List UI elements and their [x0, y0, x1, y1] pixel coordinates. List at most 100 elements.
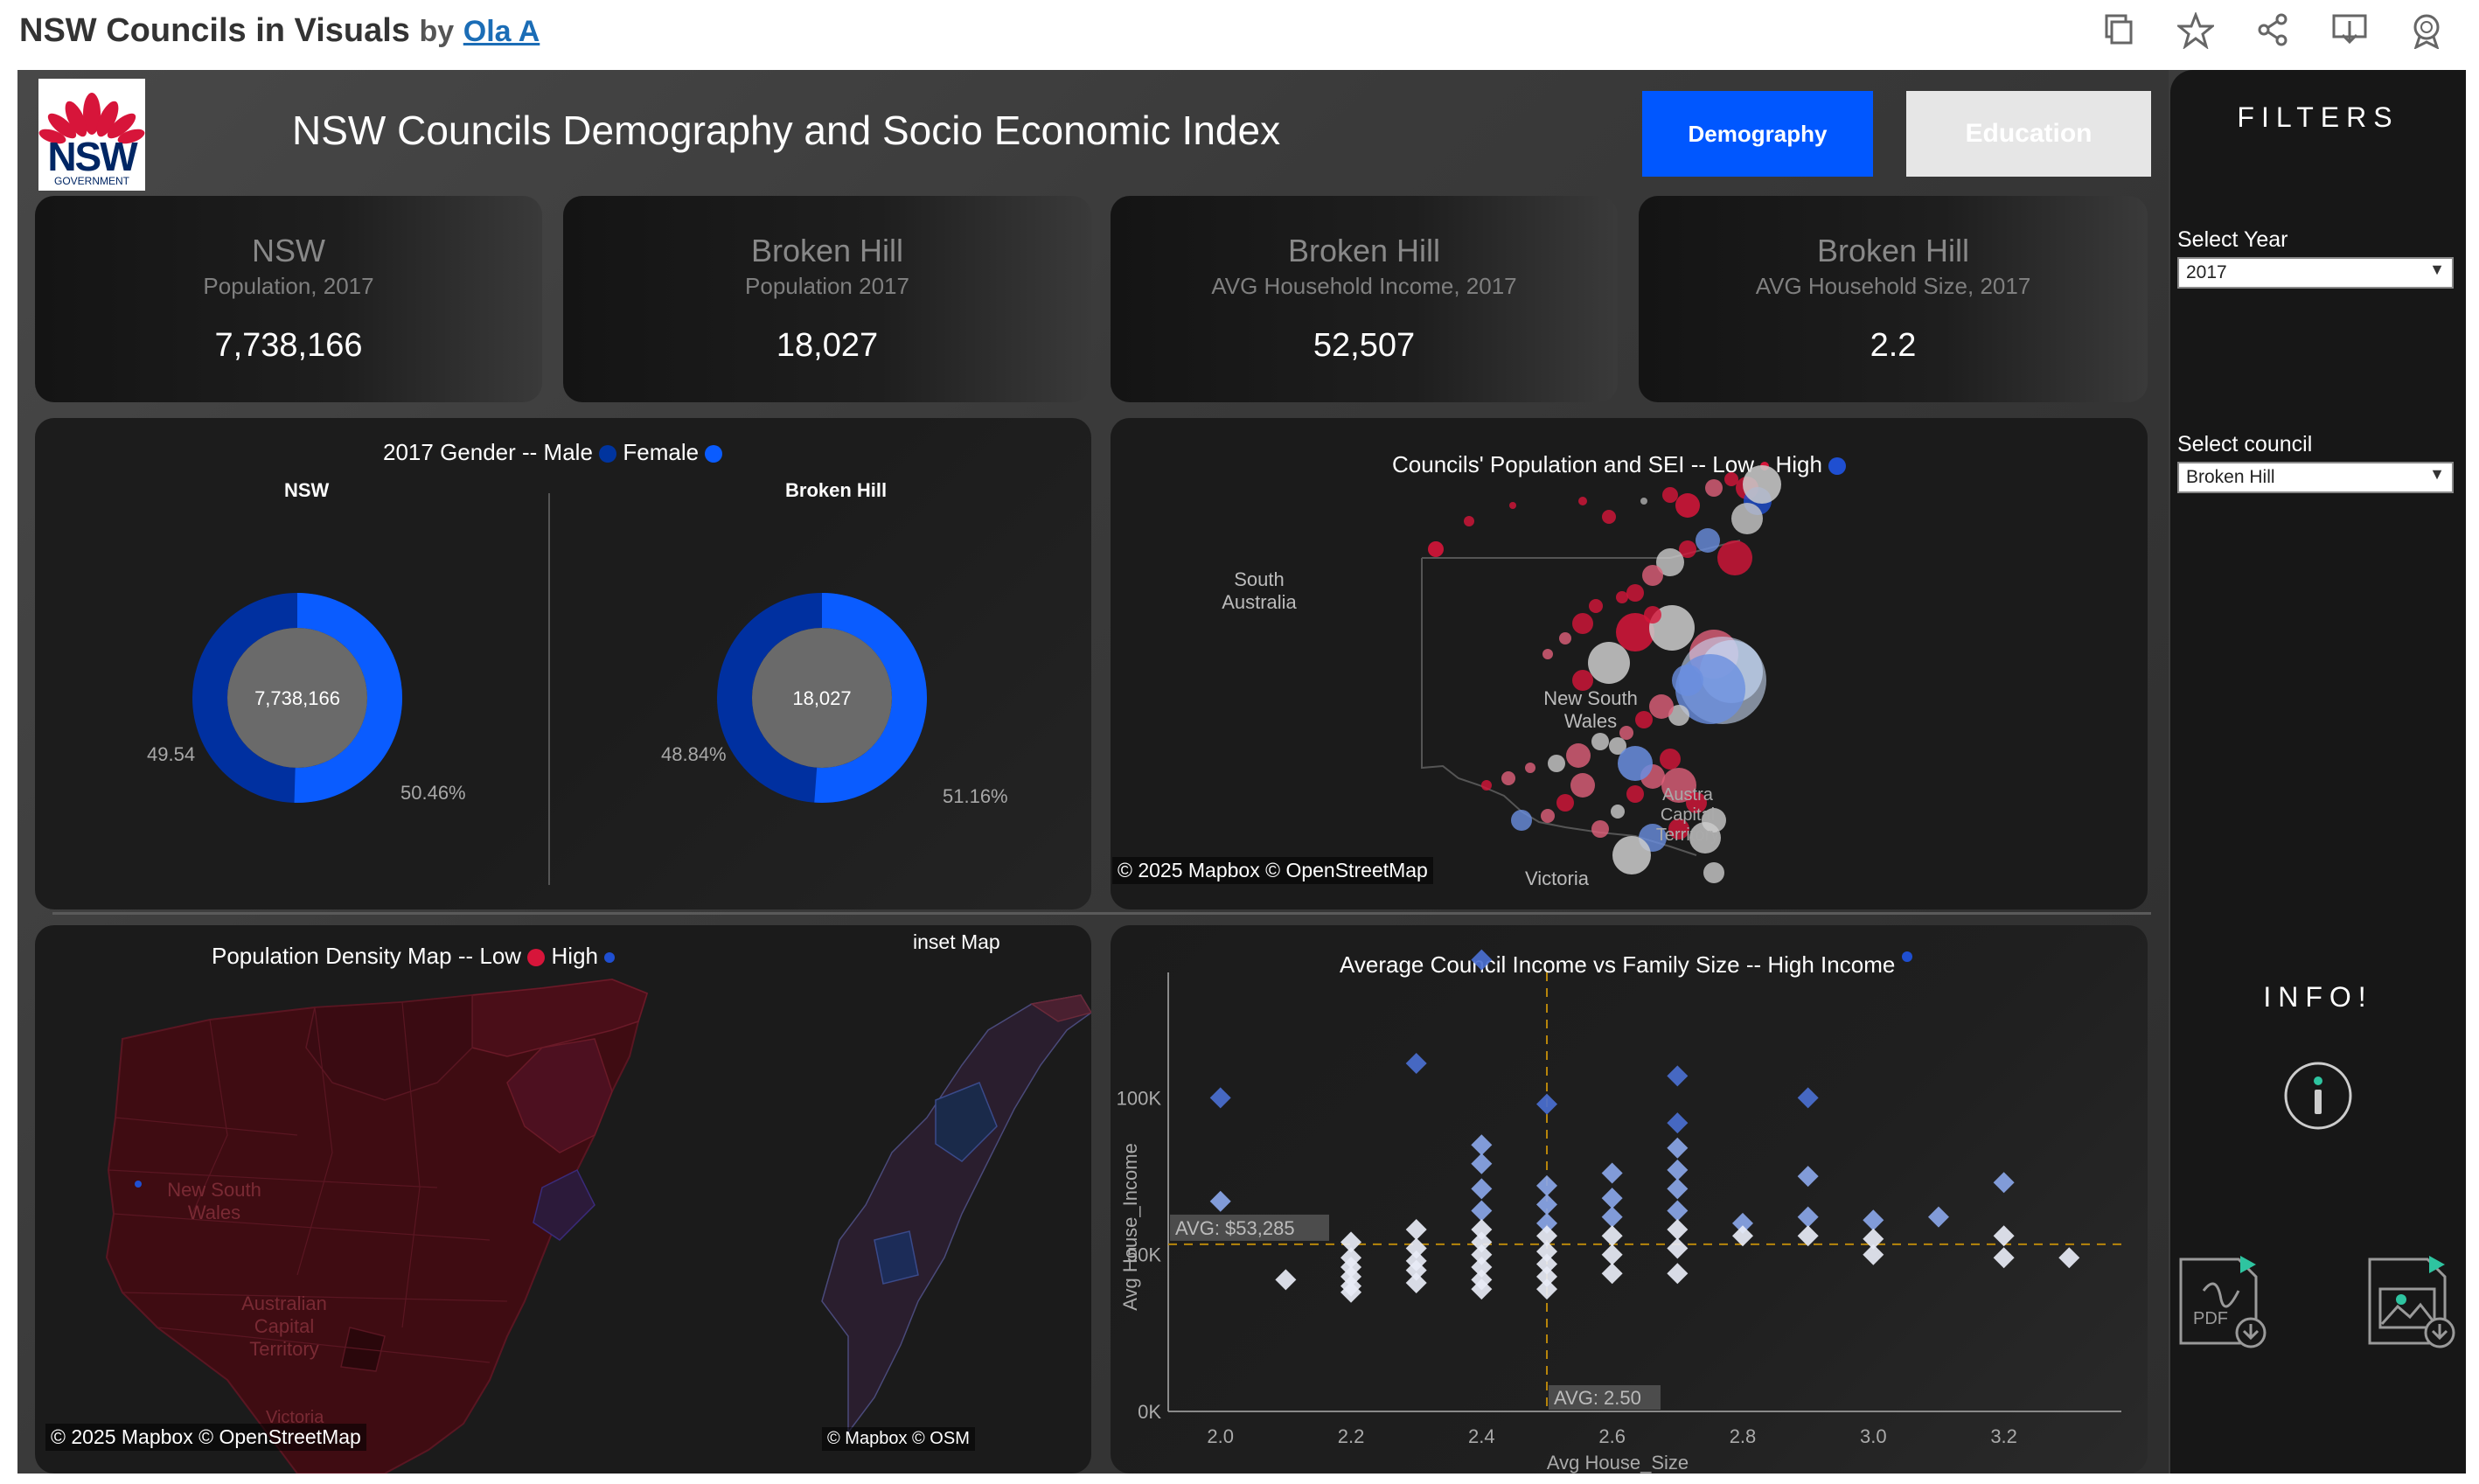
scatter-point[interactable] — [1471, 1153, 1493, 1174]
scatter-point[interactable] — [1797, 1206, 1819, 1228]
income-scatter-chart[interactable]: 0K 50K 100K 2.0 2.2 2.4 2.6 2.8 3.0 3.2 Avg House_… — [1111, 925, 2148, 1474]
scatter-point[interactable] — [1405, 1052, 1427, 1074]
scatter-point[interactable] — [1863, 1244, 1884, 1265]
scatter-point[interactable] — [1471, 1257, 1493, 1278]
select-council-dropdown[interactable]: Broken Hill ▼ — [2177, 462, 2454, 493]
badge-icon[interactable] — [2406, 12, 2447, 52]
download-icon[interactable] — [2329, 12, 2370, 52]
scatter-point[interactable] — [1471, 1134, 1493, 1156]
kpi-card-household-income: Broken Hill AVG Household Income, 2017 5… — [1111, 196, 1618, 402]
donut-center — [227, 628, 367, 768]
map-label-line: Austra — [1662, 785, 1713, 805]
scatter-point[interactable] — [1667, 1263, 1689, 1285]
scatter-point[interactable] — [1340, 1281, 1362, 1303]
map-label-line: New South — [1543, 687, 1638, 709]
scatter-point[interactable] — [1601, 1244, 1623, 1265]
kpi-subtitle: AVG Household Income, 2017 — [1211, 273, 1517, 299]
donut-chart-council: 18,027 — [717, 593, 927, 803]
avg-x-label: AVG: 2.50 — [1554, 1387, 1641, 1409]
scatter-point[interactable] — [1471, 1178, 1493, 1200]
scatter-point[interactable] — [1667, 1137, 1689, 1159]
scatter-point[interactable] — [1536, 1225, 1558, 1247]
scatter-point[interactable] — [1667, 1219, 1689, 1241]
scatter-point[interactable] — [1731, 1212, 1753, 1234]
scatter-point[interactable] — [1209, 1190, 1231, 1212]
scatter-point[interactable] — [1993, 1225, 2015, 1247]
sei-bubble — [1611, 805, 1625, 819]
pdf-download-icon[interactable]: PDF — [2177, 1256, 2274, 1352]
scatter-point[interactable] — [1797, 1166, 1819, 1188]
tab-demography[interactable]: Demography — [1642, 91, 1873, 177]
inset-map-credit[interactable]: © Mapbox © OSM — [822, 1427, 975, 1451]
share-icon[interactable] — [2253, 12, 2293, 52]
scatter-point[interactable] — [1536, 1253, 1558, 1275]
density-map-credit[interactable]: © 2025 Mapbox © OpenStreetMap — [45, 1424, 366, 1451]
scatter-point[interactable] — [1405, 1237, 1427, 1259]
density-label-nsw: New South Wales — [140, 1179, 289, 1224]
x-tick-label: 2.2 — [1338, 1425, 1365, 1447]
scatter-point[interactable] — [1536, 1241, 1558, 1263]
scatter-point[interactable] — [1863, 1228, 1884, 1250]
scatter-point[interactable] — [1601, 1162, 1623, 1184]
y-tick-label: 0K — [1138, 1401, 1161, 1423]
scatter-point[interactable] — [1667, 1237, 1689, 1259]
author-link[interactable]: Ola A — [463, 15, 540, 48]
scatter-point[interactable] — [1667, 1112, 1689, 1134]
scatter-point[interactable] — [1471, 1200, 1493, 1222]
scatter-point[interactable] — [1340, 1231, 1362, 1253]
scatter-point[interactable] — [1471, 949, 1493, 971]
sei-bubble-map[interactable] — [1111, 418, 2148, 909]
scatter-point[interactable] — [1667, 1065, 1689, 1087]
scatter-point[interactable] — [1275, 1269, 1297, 1291]
scatter-point[interactable] — [1405, 1272, 1427, 1293]
sei-bubble — [1640, 498, 1647, 505]
sei-bubble — [1668, 705, 1689, 726]
map-credit[interactable]: © 2025 Mapbox © OpenStreetMap — [1112, 857, 1433, 884]
filters-title: FILTERS — [2237, 101, 2399, 133]
info-icon[interactable] — [2282, 1060, 2354, 1132]
scatter-point[interactable] — [1993, 1247, 2015, 1269]
density-label-act: Australian Capital Territory — [201, 1292, 367, 1361]
scatter-point[interactable] — [1471, 1278, 1493, 1300]
donut-label-nsw: NSW — [284, 479, 330, 501]
sei-bubble — [1572, 670, 1593, 691]
sei-bubble — [1672, 665, 1703, 696]
select-year-label: Select Year — [2177, 227, 2288, 252]
sei-bubble — [1591, 733, 1609, 750]
star-icon[interactable] — [2175, 10, 2217, 52]
scatter-point[interactable] — [1993, 1172, 2015, 1194]
scatter-point[interactable] — [1536, 1212, 1558, 1234]
scatter-point[interactable] — [1601, 1188, 1623, 1209]
scatter-point[interactable] — [1471, 1244, 1493, 1265]
scatter-point[interactable] — [1536, 1265, 1558, 1287]
image-download-icon[interactable] — [2366, 1256, 2462, 1352]
scatter-point[interactable] — [1601, 1206, 1623, 1228]
scatter-point[interactable] — [1209, 1087, 1231, 1109]
density-choropleth-map[interactable] — [35, 925, 1091, 1474]
scatter-point[interactable] — [1405, 1219, 1427, 1241]
scatter-point[interactable] — [1797, 1225, 1819, 1247]
tab-education[interactable]: Education — [1906, 91, 2151, 177]
scatter-point[interactable] — [1797, 1087, 1819, 1109]
scatter-point[interactable] — [1667, 1159, 1689, 1181]
scatter-point[interactable] — [1601, 1263, 1623, 1285]
scatter-point[interactable] — [1536, 1278, 1558, 1300]
scatter-point[interactable] — [1601, 1225, 1623, 1247]
scatter-point[interactable] — [1536, 1174, 1558, 1196]
scatter-point[interactable] — [1667, 1178, 1689, 1200]
scatter-point[interactable] — [1536, 1093, 1558, 1115]
select-year-dropdown[interactable]: 2017 ▼ — [2177, 257, 2454, 289]
scatter-point[interactable] — [2058, 1247, 2080, 1269]
scatter-point[interactable] — [1731, 1225, 1753, 1247]
scatter-point[interactable] — [1471, 1231, 1493, 1253]
density-map-panel: Population Density Map -- Low High inset… — [35, 925, 1091, 1474]
low-dot — [527, 949, 546, 967]
scatter-point[interactable] — [1471, 1219, 1493, 1241]
scatter-point[interactable] — [1927, 1206, 1949, 1228]
scatter-point[interactable] — [1667, 1200, 1689, 1222]
copy-icon[interactable] — [2099, 12, 2139, 52]
scatter-point[interactable] — [1863, 1209, 1884, 1231]
kpi-title: Broken Hill — [1816, 233, 1970, 268]
scatter-point[interactable] — [1536, 1194, 1558, 1216]
scatter-point[interactable] — [1405, 1259, 1427, 1281]
